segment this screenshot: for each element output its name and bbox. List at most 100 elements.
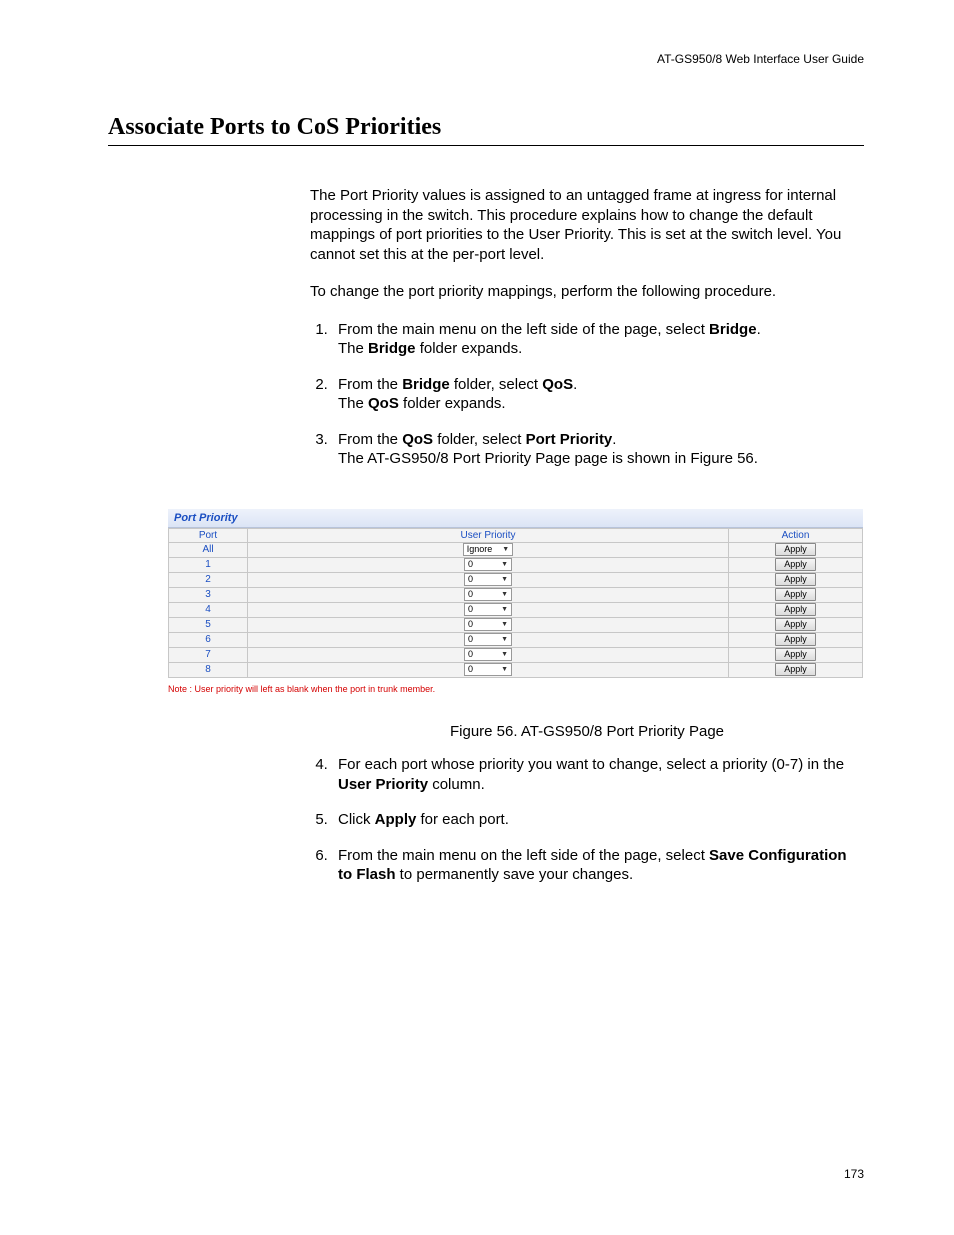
select-value: 0 [468, 634, 473, 645]
select-value: 0 [468, 604, 473, 615]
step-2-bold-qos: QoS [542, 376, 573, 393]
port-cell: 5 [169, 617, 248, 632]
action-cell: Apply [729, 557, 863, 572]
table-row: 80▼Apply [169, 662, 863, 677]
step-3-bold-qos: QoS [402, 431, 433, 448]
port-cell: All [169, 542, 248, 557]
action-cell: Apply [729, 647, 863, 662]
panel-title: Port Priority [168, 509, 863, 528]
user-priority-select[interactable]: 0▼ [464, 558, 512, 571]
user-priority-select[interactable]: 0▼ [464, 648, 512, 661]
table-header-row: Port User Priority Action [169, 528, 863, 542]
port-cell: 3 [169, 587, 248, 602]
select-value: 0 [468, 649, 473, 660]
col-port: Port [169, 528, 248, 542]
action-cell: Apply [729, 602, 863, 617]
chevron-down-icon: ▼ [501, 574, 508, 585]
user-priority-select[interactable]: 0▼ [464, 618, 512, 631]
table-row: 3 0▼ Apply [169, 587, 863, 602]
apply-button[interactable]: Apply [775, 633, 816, 646]
port-cell: 8 [169, 662, 248, 677]
note-text: Note : User priority will left as blank … [168, 684, 863, 694]
apply-button[interactable]: Apply [775, 558, 816, 571]
step-6: From the main menu on the left side of t… [332, 846, 864, 885]
apply-button[interactable]: Apply [775, 573, 816, 586]
apply-button[interactable]: Apply [775, 648, 816, 661]
user-priority-cell: 0▼ [248, 572, 729, 587]
step-2-f: The [338, 395, 368, 412]
apply-button[interactable]: Apply [775, 618, 816, 631]
select-value: Ignore [467, 544, 493, 555]
chevron-down-icon: ▼ [501, 649, 508, 660]
port-cell: 2 [169, 572, 248, 587]
step-3-e: . [612, 431, 616, 448]
step-2-a: From the [338, 376, 402, 393]
procedure-list: From the main menu on the left side of t… [310, 320, 864, 469]
action-cell: Apply [729, 542, 863, 557]
step-2-bold-bridge: Bridge [402, 376, 450, 393]
step-3-a: From the [338, 431, 402, 448]
user-priority-select[interactable]: 0▼ [464, 603, 512, 616]
step-2: From the Bridge folder, select QoS. The … [332, 375, 864, 414]
user-priority-cell: 0▼ [248, 632, 729, 647]
col-action: Action [729, 528, 863, 542]
select-value: 0 [468, 619, 473, 630]
step-2-c: folder, select [450, 376, 543, 393]
select-value: 0 [468, 574, 473, 585]
action-cell: Apply [729, 572, 863, 587]
chevron-down-icon: ▼ [502, 544, 509, 555]
port-cell: 4 [169, 602, 248, 617]
action-cell: Apply [729, 632, 863, 647]
procedure-list-continued: For each port whose priority you want to… [310, 755, 864, 885]
step-4-a: For each port whose priority you want to… [338, 756, 844, 773]
step-5-c: for each port. [416, 811, 509, 828]
user-priority-select[interactable]: 0▼ [464, 663, 512, 676]
page-title: Associate Ports to CoS Priorities [108, 114, 864, 146]
apply-button[interactable]: Apply [775, 663, 816, 676]
step-3-c: folder, select [433, 431, 526, 448]
user-priority-cell: 0▼ [248, 617, 729, 632]
doc-header: AT-GS950/8 Web Interface User Guide [108, 52, 864, 66]
port-cell: 7 [169, 647, 248, 662]
step-1-text: From the main menu on the left side of t… [338, 321, 709, 338]
chevron-down-icon: ▼ [501, 604, 508, 615]
user-priority-select[interactable]: 0▼ [464, 588, 512, 601]
step-1: From the main menu on the left side of t… [332, 320, 864, 359]
step-1-period: . [757, 321, 761, 338]
step-4: For each port whose priority you want to… [332, 755, 864, 794]
user-priority-cell: 0▼ [248, 587, 729, 602]
action-cell: Apply [729, 587, 863, 602]
select-value: 0 [468, 559, 473, 570]
table-row: All Ignore ▼ Apply [169, 542, 863, 557]
lead-paragraph: To change the port priority mappings, pe… [310, 282, 864, 302]
port-cell: 6 [169, 632, 248, 647]
step-4-c: column. [428, 776, 485, 793]
intro-paragraph: The Port Priority values is assigned to … [310, 186, 864, 264]
select-value: 0 [468, 589, 473, 600]
chevron-down-icon: ▼ [501, 664, 508, 675]
step-1-line2a: The [338, 340, 368, 357]
user-priority-select[interactable]: 0▼ [464, 573, 512, 586]
user-priority-select[interactable]: 0▼ [464, 633, 512, 646]
apply-button[interactable]: Apply [775, 543, 816, 556]
chevron-down-icon: ▼ [501, 559, 508, 570]
user-priority-cell: 0▼ [248, 647, 729, 662]
table-row: 50▼Apply [169, 617, 863, 632]
step-6-a: From the main menu on the left side of t… [338, 847, 709, 864]
port-cell: 1 [169, 557, 248, 572]
select-value: 0 [468, 664, 473, 675]
col-user-priority: User Priority [248, 528, 729, 542]
user-priority-cell: 0▼ [248, 602, 729, 617]
user-priority-cell: Ignore ▼ [248, 542, 729, 557]
step-1-line2-bold: Bridge [368, 340, 416, 357]
step-3-bold-pp: Port Priority [526, 431, 613, 448]
apply-button[interactable]: Apply [775, 603, 816, 616]
step-3: From the QoS folder, select Port Priorit… [332, 430, 864, 469]
action-cell: Apply [729, 617, 863, 632]
apply-button[interactable]: Apply [775, 588, 816, 601]
chevron-down-icon: ▼ [501, 634, 508, 645]
step-6-c: to permanently save your changes. [396, 866, 634, 883]
user-priority-select[interactable]: Ignore ▼ [463, 543, 513, 556]
step-2-g: QoS [368, 395, 399, 412]
chevron-down-icon: ▼ [501, 619, 508, 630]
